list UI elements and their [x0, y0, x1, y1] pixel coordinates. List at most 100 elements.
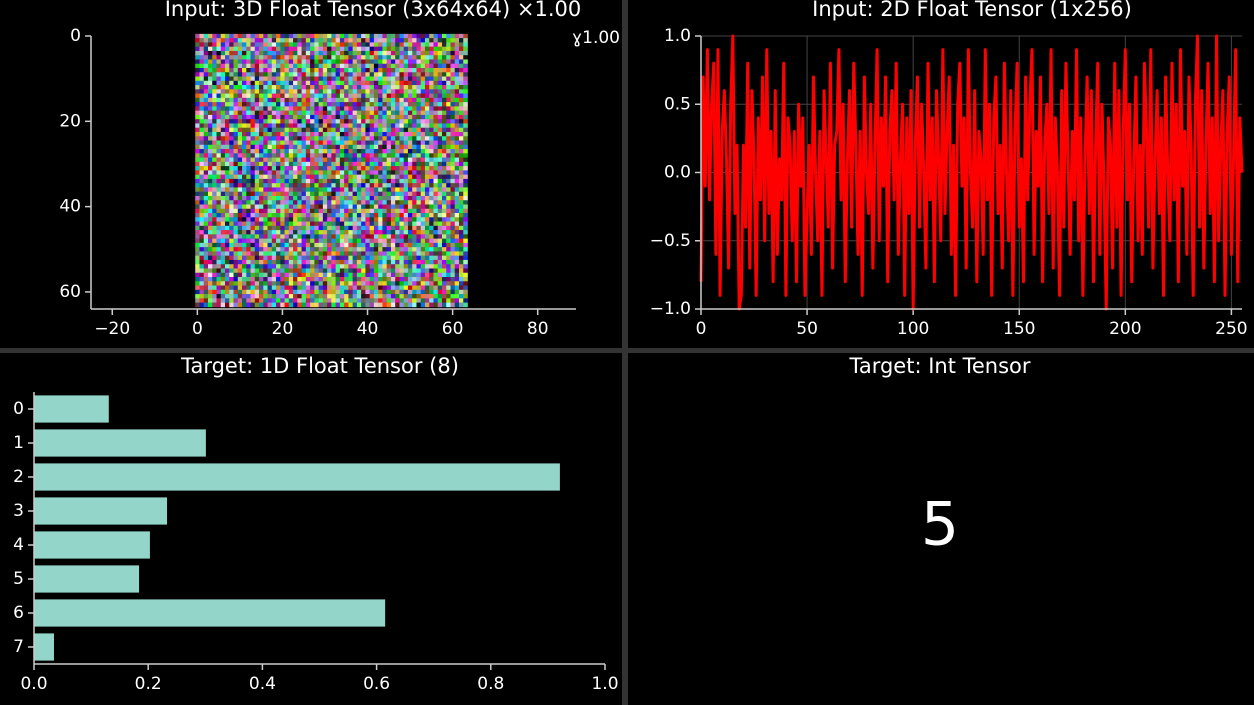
- noise-pixel: [242, 119, 247, 124]
- noise-pixel: [267, 110, 273, 116]
- noise-pixel: [305, 72, 311, 77]
- noise-pixel: [399, 42, 404, 47]
- noise-pixel: [229, 76, 234, 82]
- noise-pixel: [403, 55, 409, 60]
- noise-pixel: [195, 191, 200, 197]
- noise-pixel: [207, 46, 213, 52]
- noise-pixel: [416, 251, 422, 256]
- noise-pixel: [225, 221, 230, 227]
- noise-pixel: [195, 46, 200, 52]
- noise-pixel: [246, 63, 251, 69]
- noise-pixel: [242, 136, 247, 141]
- noise-pixel: [276, 149, 281, 154]
- noise-pixel: [246, 157, 251, 163]
- noise-pixel: [344, 234, 349, 239]
- noise-pixel: [293, 166, 298, 171]
- noise-pixel: [348, 213, 353, 218]
- noise-pixel: [314, 217, 319, 222]
- noise-pixel: [407, 140, 413, 146]
- noise-pixel: [305, 119, 311, 124]
- noise-pixel: [378, 110, 383, 116]
- noise-pixel: [361, 93, 366, 99]
- noise-pixel: [344, 255, 349, 261]
- noise-pixel: [305, 187, 311, 192]
- noise-pixel: [344, 242, 349, 248]
- noise-pixel: [429, 97, 434, 103]
- noise-pixel: [395, 97, 400, 103]
- noise-pixel: [229, 208, 234, 214]
- noise-pixel: [369, 255, 375, 261]
- noise-pixel: [395, 221, 400, 227]
- noise-pixel: [344, 281, 349, 286]
- noise-pixel: [378, 55, 383, 60]
- noise-pixel: [386, 272, 392, 278]
- noise-pixel: [207, 200, 213, 205]
- noise-pixel: [297, 140, 302, 146]
- noise-pixel: [305, 259, 311, 265]
- noise-pixel: [361, 259, 366, 265]
- noise-pixel: [407, 149, 413, 154]
- noise-pixel: [356, 114, 362, 120]
- noise-pixel: [420, 59, 426, 65]
- noise-pixel: [378, 50, 383, 56]
- noise-pixel: [327, 55, 332, 60]
- noise-pixel: [424, 140, 430, 146]
- noise-pixel: [288, 63, 294, 69]
- noise-pixel: [263, 76, 268, 82]
- noise-pixel: [441, 63, 447, 69]
- noise-pixel: [331, 242, 336, 248]
- noise-pixel: [441, 67, 447, 73]
- noise-pixel: [459, 208, 464, 214]
- noise-pixel: [348, 302, 353, 308]
- noise-pixel: [335, 187, 341, 192]
- noise-pixel: [437, 46, 443, 52]
- noise-pixel: [335, 302, 341, 308]
- noise-pixel: [331, 166, 336, 171]
- noise-pixel: [441, 114, 447, 120]
- noise-pixel: [229, 294, 234, 299]
- noise-pixel: [412, 157, 417, 163]
- noise-pixel: [237, 93, 243, 99]
- noise-pixel: [441, 225, 447, 231]
- noise-pixel: [301, 119, 307, 124]
- noise-pixel: [310, 208, 315, 214]
- noise-pixel: [420, 170, 426, 175]
- noise-pixel: [352, 217, 358, 222]
- noise-pixel: [229, 234, 234, 239]
- noise-pixel: [344, 268, 349, 274]
- noise-pixel: [284, 217, 290, 222]
- noise-pixel: [382, 178, 387, 184]
- noise-pixel: [327, 72, 332, 77]
- noise-pixel: [356, 187, 362, 192]
- noise-pixel: [356, 123, 362, 129]
- noise-pixel: [412, 195, 417, 201]
- noise-pixel: [216, 281, 222, 286]
- noise-pixel: [318, 281, 324, 286]
- noise-pixel: [348, 200, 353, 205]
- noise-pixel: [288, 281, 294, 286]
- noise-pixel: [348, 289, 353, 295]
- noise-pixel: [433, 298, 439, 303]
- noise-pixel: [254, 281, 260, 286]
- noise-pixel: [433, 272, 439, 278]
- noise-pixel: [207, 136, 213, 141]
- noise-pixel: [195, 140, 200, 146]
- noise-pixel: [446, 204, 451, 210]
- noise-pixel: [450, 259, 456, 265]
- noise-pixel: [297, 277, 302, 282]
- noise-pixel: [322, 50, 328, 56]
- noise-pixel: [276, 242, 281, 248]
- noise-pixel: [403, 76, 409, 82]
- noise-pixel: [352, 230, 358, 235]
- noise-pixel: [344, 136, 349, 141]
- noise-pixel: [305, 221, 311, 227]
- noise-pixel: [463, 234, 468, 239]
- x-tick-label: 0.4: [249, 674, 276, 694]
- noise-pixel: [280, 149, 285, 154]
- noise-pixel: [276, 272, 281, 278]
- noise-pixel: [242, 285, 247, 291]
- noise-pixel: [259, 268, 264, 274]
- noise-pixel: [246, 217, 251, 222]
- noise-pixel: [356, 149, 362, 154]
- noise-pixel: [365, 302, 370, 308]
